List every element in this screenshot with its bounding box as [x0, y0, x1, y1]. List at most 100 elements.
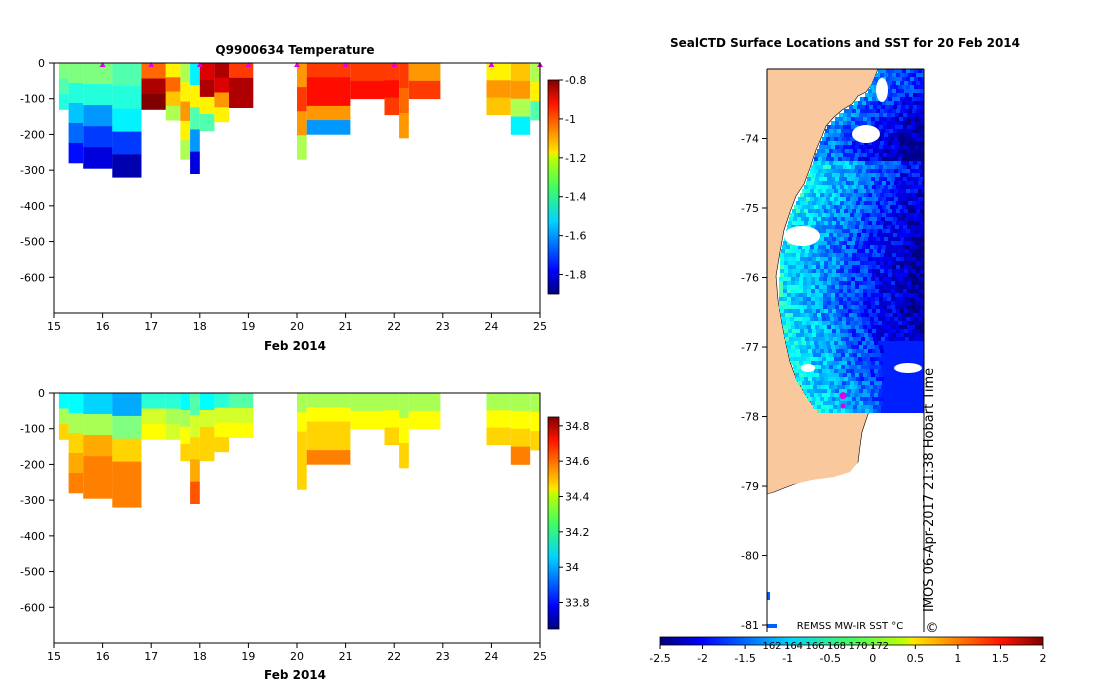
- sst-pixel: [844, 185, 848, 189]
- sst-pixel: [910, 197, 914, 201]
- sst-pixel: [858, 197, 862, 201]
- sst-pixel: [848, 193, 852, 197]
- sst-pixel: [867, 325, 871, 329]
- sst-pixel: [868, 209, 872, 213]
- sst-pixel: [796, 269, 800, 273]
- sst-pixel: [801, 353, 805, 357]
- profile-cell: [199, 393, 215, 411]
- sst-pixel: [900, 221, 904, 225]
- sst-pixel: [861, 105, 865, 109]
- sst-pixel: [913, 385, 917, 389]
- profile-cell: [306, 91, 351, 107]
- sst-pixel: [795, 301, 799, 305]
- profile-mark: [391, 62, 398, 67]
- sst-pixel: [801, 217, 805, 221]
- sst-pixel: [876, 209, 880, 213]
- sst-pixel: [897, 105, 901, 109]
- sst-pixel: [828, 309, 832, 313]
- sst-pixel: [891, 401, 895, 405]
- sst-pixel: [866, 169, 870, 173]
- sst-pixel: [880, 309, 884, 313]
- sst-pixel: [882, 317, 886, 321]
- profile-cell: [83, 126, 113, 148]
- sst-pixel: [858, 357, 862, 361]
- sst-pixel: [922, 357, 924, 361]
- sst-pixel: [855, 361, 859, 365]
- sst-pixel: [824, 269, 828, 273]
- sst-pixel: [862, 321, 866, 325]
- sst-pixel: [824, 261, 828, 265]
- sst-pixel: [837, 313, 841, 317]
- sst-pixel: [914, 357, 918, 361]
- sst-pixel: [860, 269, 864, 273]
- sst-pixel: [815, 361, 819, 365]
- sst-pixel: [834, 341, 838, 345]
- sst-pixel: [855, 113, 859, 117]
- sst-pixel: [864, 273, 868, 277]
- sst-pixel: [861, 217, 865, 221]
- sst-pixel: [800, 201, 804, 205]
- sst-pixel: [858, 393, 862, 397]
- sst-pixel: [796, 201, 800, 205]
- salinity-xlabel: Feb 2014: [264, 668, 326, 682]
- sst-pixel: [915, 117, 919, 121]
- sst-pixel: [913, 93, 917, 97]
- sst-pixel: [779, 301, 783, 305]
- sst-pixel: [915, 125, 919, 129]
- sst-pixel: [836, 201, 840, 205]
- sst-pixel: [897, 409, 901, 413]
- sst-pixel: [921, 385, 924, 389]
- sst-pixel: [807, 289, 811, 293]
- sst-pixel: [919, 389, 923, 393]
- sst-pixel: [906, 101, 910, 105]
- sst-pixel: [881, 249, 885, 253]
- sst-pixel: [870, 157, 874, 161]
- sst-pixel: [883, 297, 887, 301]
- lon-tick-label: 162: [762, 641, 781, 652]
- sst-pixel: [794, 341, 798, 345]
- sst-pixel: [920, 273, 924, 277]
- sst-pixel: [891, 117, 895, 121]
- sst-pixel: [810, 341, 814, 345]
- sst-pixel: [896, 185, 900, 189]
- sst-pixel: [800, 349, 804, 353]
- sst-pixel: [920, 221, 924, 225]
- sst-pixel: [845, 337, 849, 341]
- sst-pixel: [912, 193, 916, 197]
- sst-pixel: [886, 137, 890, 141]
- sst-pixel: [892, 257, 896, 261]
- sst-pixel: [851, 277, 855, 281]
- sst-pixel: [872, 173, 876, 177]
- sst-pixel: [819, 293, 823, 297]
- sst-pixel: [864, 109, 868, 113]
- sst-pixel: [800, 329, 804, 333]
- sst-pixel: [863, 293, 867, 297]
- profile-cell: [180, 120, 191, 141]
- sst-pixel: [894, 69, 898, 73]
- sst-pixel: [911, 325, 915, 329]
- sst-pixel: [912, 377, 916, 381]
- sst-pixel: [805, 217, 809, 221]
- sst-pixel: [827, 289, 831, 293]
- sst-pixel: [869, 409, 873, 413]
- sst-pixel: [824, 141, 828, 145]
- sst-pixel: [850, 357, 854, 361]
- sst-pixel: [798, 197, 802, 201]
- sst-pixel: [879, 241, 883, 245]
- sst-pixel: [832, 201, 836, 205]
- sst-pixel: [900, 349, 904, 353]
- sst-pixel: [853, 353, 857, 357]
- sst-pixel: [882, 205, 886, 209]
- sst-pixel: [823, 277, 827, 281]
- sst-pixel: [858, 189, 862, 193]
- sst-pixel: [898, 317, 902, 321]
- sst-pixel: [782, 321, 786, 325]
- sst-pixel: [907, 373, 911, 377]
- sst-pixel: [820, 397, 824, 401]
- sst-pixel: [877, 149, 881, 153]
- sst-pixel: [783, 281, 787, 285]
- sst-pixel: [891, 293, 895, 297]
- sst-pixel: [843, 145, 847, 149]
- sst-pixel: [802, 341, 806, 345]
- sst-pixel: [831, 361, 835, 365]
